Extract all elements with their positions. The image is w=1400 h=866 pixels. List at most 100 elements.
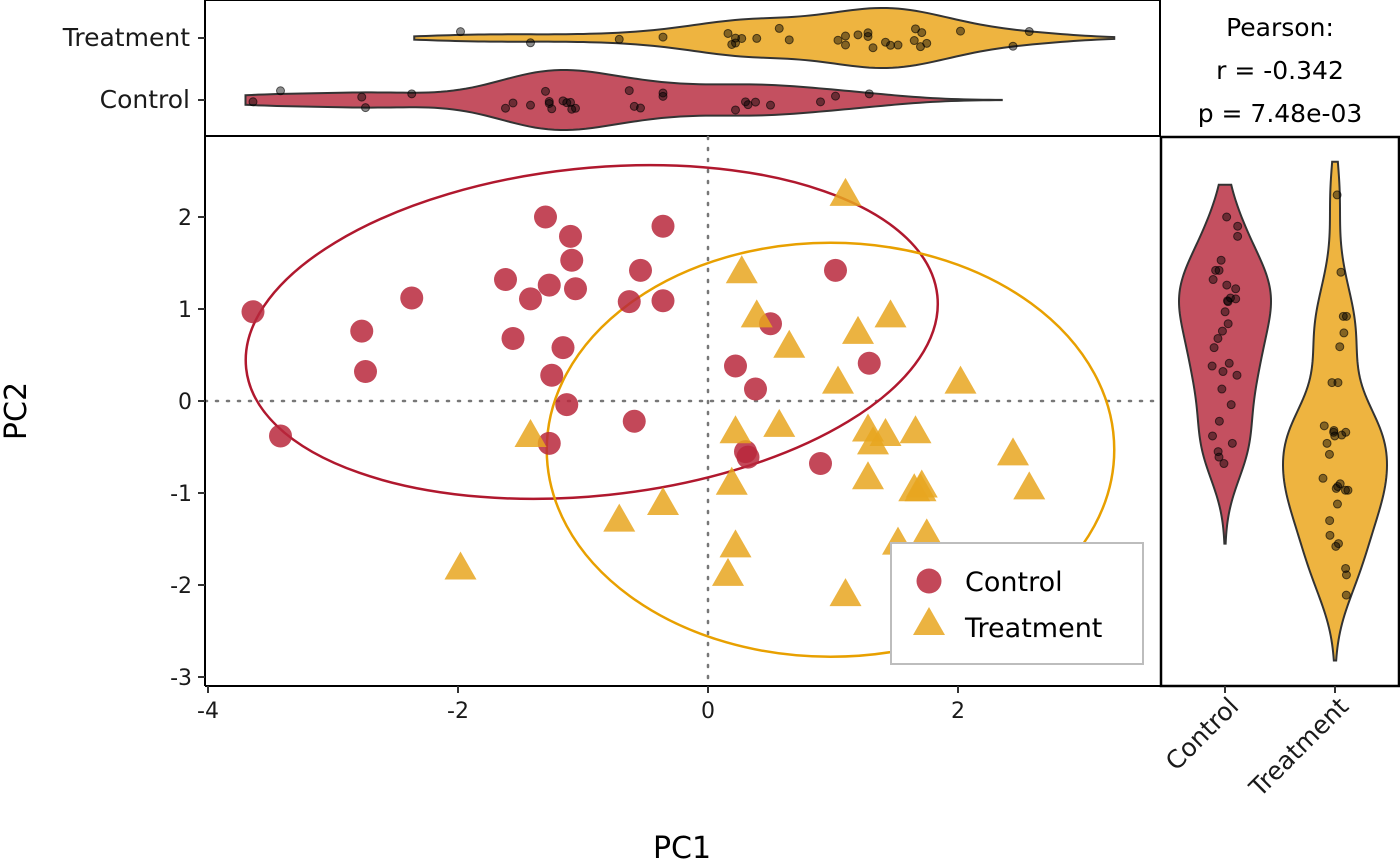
point-control <box>857 351 881 375</box>
point-treatment <box>725 255 758 284</box>
top-jitter-point <box>361 103 370 113</box>
point-treatment <box>997 437 1029 466</box>
right-jitter-point <box>1335 342 1345 352</box>
correlation-annotation: Pearson: r = -0.342 p = 7.48e-03 <box>1198 13 1363 128</box>
right-jitter-point <box>1322 438 1332 448</box>
top-jitter-point <box>909 36 919 46</box>
point-control <box>651 214 675 238</box>
top-jitter-point <box>501 103 510 113</box>
top-jitter-point <box>737 33 747 43</box>
top-jitter-point <box>956 26 965 36</box>
y-tick-label: 0 <box>178 390 192 415</box>
top-marginal-violin-panel: Treatment Control <box>62 0 1161 137</box>
top-jitter-point <box>841 40 850 50</box>
top-jitter-point <box>868 43 878 53</box>
right-jitter-point <box>1214 452 1224 462</box>
point-control <box>744 377 767 401</box>
y-axis-title: PC2 <box>0 382 34 440</box>
point-treatment <box>763 408 796 437</box>
top-jitter-point <box>853 30 863 40</box>
right-violins <box>1177 160 1389 662</box>
point-treatment <box>514 418 547 447</box>
right-jitter-point <box>1343 485 1353 495</box>
right-jitter-point <box>1324 449 1334 459</box>
legend: Control Treatment <box>890 542 1144 665</box>
right-jitter-point <box>1211 265 1221 275</box>
x-tick-label: 2 <box>951 699 965 724</box>
right-jitter-point <box>1222 280 1232 290</box>
right-jitter-point <box>1341 570 1351 580</box>
point-treatment <box>944 365 977 394</box>
point-treatment <box>647 487 679 516</box>
y-axis-ticks: -3 -2 -1 0 1 2 <box>170 206 205 691</box>
top-jitter-point <box>276 86 285 96</box>
top-jitter-point <box>658 32 668 42</box>
right-jitter-point <box>1217 384 1227 394</box>
legend-box <box>890 542 1144 665</box>
right-jitter-point <box>1214 416 1224 426</box>
y-tick-label: 1 <box>178 298 192 323</box>
point-control <box>551 336 575 360</box>
top-jitter-point <box>731 105 740 115</box>
right-jitter-point <box>1341 590 1351 600</box>
point-treatment <box>874 299 907 328</box>
point-treatment <box>719 415 752 444</box>
right-jitter-point <box>1232 370 1242 380</box>
right-jitter-point <box>1325 516 1335 526</box>
right-violin-treatment <box>1281 160 1389 662</box>
x-tick-label: 0 <box>701 699 715 724</box>
point-treatment <box>712 557 744 586</box>
scatter-points <box>241 177 1046 607</box>
point-control <box>555 393 579 417</box>
top-jitter-point <box>881 37 890 47</box>
right-jitter-point <box>1341 427 1351 437</box>
top-jitter-point <box>784 35 794 45</box>
top-jitter-point <box>624 86 634 96</box>
top-violins <box>244 6 1116 132</box>
point-treatment <box>1013 471 1046 500</box>
top-jitter-point <box>731 38 740 48</box>
point-treatment <box>842 315 874 344</box>
right-jitter-point <box>1338 311 1348 321</box>
point-treatment <box>829 177 862 206</box>
right-jitter-point <box>1219 459 1229 469</box>
right-jitter-point <box>1329 425 1339 435</box>
top-jitter-point <box>752 33 762 43</box>
y-tick-label: 2 <box>178 206 192 231</box>
right-jitter-point <box>1213 333 1223 343</box>
right-jitter-point <box>1224 358 1234 368</box>
point-treatment <box>899 415 932 444</box>
point-treatment <box>910 518 943 547</box>
right-jitter-point <box>1318 473 1328 483</box>
ellipse-control <box>244 163 940 501</box>
right-jitter-point <box>1226 400 1236 410</box>
point-control <box>736 445 760 469</box>
y-tick-label: -3 <box>170 666 192 691</box>
top-jitter-point <box>774 23 784 33</box>
top-jitter-point <box>508 98 518 108</box>
right-jitter-point <box>1207 361 1217 371</box>
point-control <box>537 273 561 297</box>
right-jitter-point <box>1231 294 1241 304</box>
point-control <box>501 326 525 350</box>
right-jitter-point <box>1325 530 1335 540</box>
top-jitter-point <box>407 89 417 99</box>
right-jitter-point <box>1220 307 1230 317</box>
point-treatment <box>603 503 636 532</box>
top-jitter-point <box>526 38 535 48</box>
right-jitter-point <box>1339 328 1349 338</box>
annotation-p-value: p = 7.48e-03 <box>1198 99 1363 128</box>
top-jitter-point <box>456 27 465 37</box>
right-jitter-point <box>1227 438 1237 448</box>
main-scatter-panel: -3 -2 -1 0 1 2 -4 -2 0 2 Control Treatment <box>170 135 1162 724</box>
right-jitter-point <box>1216 255 1226 265</box>
top-jitter-point <box>864 89 874 99</box>
right-jitter-point <box>1222 212 1232 222</box>
top-jitter-point <box>723 28 733 38</box>
right-jitter-point <box>1233 231 1243 241</box>
point-treatment <box>829 578 862 607</box>
legend-label-control: Control <box>965 567 1063 598</box>
x-tick-label: -2 <box>447 699 469 724</box>
point-control <box>400 286 424 310</box>
point-treatment <box>773 329 806 358</box>
